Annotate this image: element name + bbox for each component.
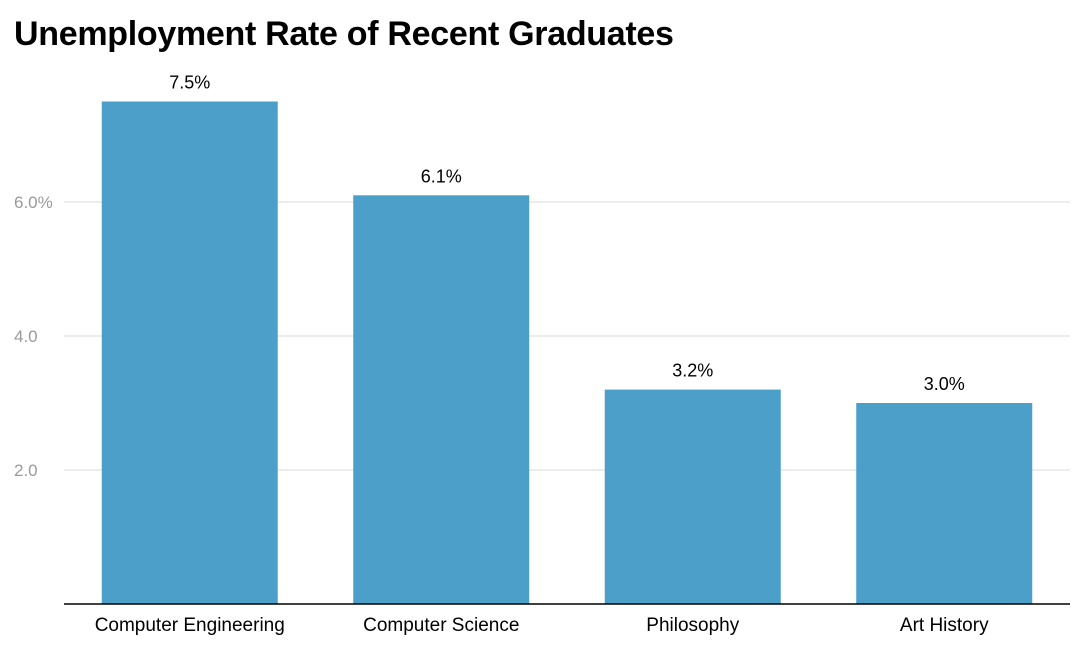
x-category-label: Philosophy xyxy=(646,615,739,636)
bar-computer-engineering xyxy=(101,101,278,604)
bar-philosophy xyxy=(604,389,781,604)
bar-art-history xyxy=(856,403,1033,604)
y-tick-label: 2.0 xyxy=(14,461,38,480)
data-label: 6.1% xyxy=(421,166,462,186)
data-label: 3.0% xyxy=(924,374,965,394)
x-category-label: Computer Engineering xyxy=(95,615,285,636)
bar-computer-science xyxy=(353,195,530,605)
chart-title: Unemployment Rate of Recent Graduates xyxy=(14,15,674,53)
y-tick-label: 6.0% xyxy=(14,193,53,212)
data-label: 7.5% xyxy=(169,73,210,93)
x-category-label: Computer Science xyxy=(363,615,519,636)
y-tick-label: 4.0 xyxy=(14,327,38,346)
x-category-label: Art History xyxy=(900,615,989,636)
data-label: 3.2% xyxy=(672,361,713,381)
